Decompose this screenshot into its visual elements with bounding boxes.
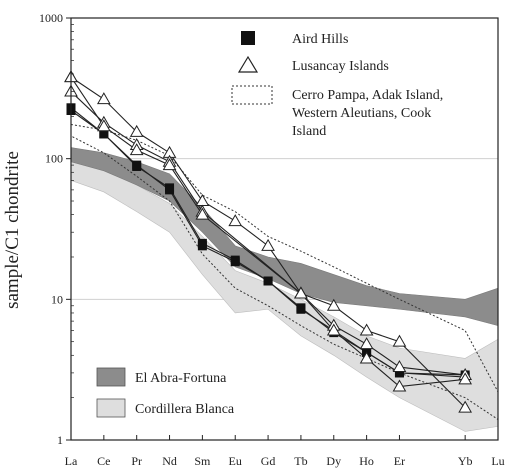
legend-cerro-pampa-label-line-2: Western Aleutians, Cook bbox=[292, 106, 431, 121]
marker-aird-hills-2-4 bbox=[165, 185, 175, 195]
x-tick-label-La: La bbox=[65, 454, 78, 468]
x-tick-label-Er: Er bbox=[394, 454, 405, 468]
x-tick-label-Ho: Ho bbox=[359, 454, 374, 468]
x-tick-label-Pr: Pr bbox=[131, 454, 142, 468]
marker-aird-hills-2-11 bbox=[394, 368, 404, 378]
marker-lusancay-3-5 bbox=[195, 194, 210, 207]
marker-lusancay-5-2 bbox=[96, 119, 111, 132]
marker-aird-hills-2-7 bbox=[263, 276, 273, 286]
marker-lusancay-5-3 bbox=[129, 143, 144, 156]
plot-area bbox=[64, 17, 499, 441]
marker-lusancay-3-7 bbox=[261, 238, 275, 251]
y-tick-label-100: 100 bbox=[45, 152, 63, 166]
marker-lusancay-3-6 bbox=[228, 214, 243, 227]
x-tick-label-Lu: Lu bbox=[491, 454, 504, 468]
legend-cerro-pampa-label-line-3: Island bbox=[292, 124, 326, 139]
series-line-3 bbox=[70, 76, 466, 408]
x-tick-label-Tb: Tb bbox=[294, 454, 307, 468]
series-line-4 bbox=[70, 91, 466, 376]
x-tick-label-Ce: Ce bbox=[97, 454, 110, 468]
legend-cerro-pampa-box bbox=[231, 85, 273, 105]
legend-swatch-dark bbox=[96, 367, 126, 387]
marker-lusancay-4-9 bbox=[392, 360, 407, 373]
marker-lusancay-3-9 bbox=[326, 298, 341, 311]
y-tick-label-1000: 1000 bbox=[39, 11, 63, 25]
legend-aird-hills-label: Aird Hills bbox=[292, 32, 348, 47]
legend-lusancay-label: Lusancay Islands bbox=[292, 59, 389, 74]
series-line-5 bbox=[70, 76, 466, 388]
legend-light-label: Cordillera Blanca bbox=[135, 402, 235, 417]
marker-aird-hills-2-2 bbox=[99, 129, 109, 139]
legend-lusancay-marker bbox=[237, 55, 259, 73]
plot-frame bbox=[70, 17, 499, 441]
marker-aird-hills-2-3 bbox=[132, 160, 142, 170]
y-axis-title: sample/C1 chondrite bbox=[2, 151, 23, 309]
legends: Aird Hills Lusancay Islands Cerro Pampa, A… bbox=[96, 31, 443, 418]
marker-lusancay-3-12 bbox=[458, 400, 473, 413]
x-tick-label-Eu: Eu bbox=[229, 454, 242, 468]
marker-lusancay-5-9 bbox=[392, 379, 407, 392]
x-tick-label-Gd: Gd bbox=[261, 454, 276, 468]
marker-lusancay-3-10 bbox=[359, 323, 374, 336]
marker-lusancay-3-3 bbox=[129, 124, 144, 137]
legend-swatch-light bbox=[96, 398, 126, 418]
series-line-2 bbox=[70, 107, 466, 376]
marker-lusancay-5-5 bbox=[195, 207, 210, 220]
legend-cerro-pampa-label-line-1: Cerro Pampa, Adak Island, bbox=[292, 88, 443, 103]
marker-aird-hills-2-6 bbox=[230, 257, 240, 267]
y-tick-label-1: 1 bbox=[57, 433, 63, 447]
marker-aird-hills-2-8 bbox=[296, 303, 306, 313]
marker-lusancay-5-7 bbox=[326, 323, 341, 336]
marker-lusancay-5-10 bbox=[458, 372, 473, 385]
legend-aird-hills-marker bbox=[241, 31, 255, 45]
x-tick-label-Sm: Sm bbox=[194, 454, 211, 468]
x-tick-label-Nd: Nd bbox=[162, 454, 177, 468]
marker-lusancay-3-2 bbox=[96, 92, 111, 105]
marker-lusancay-5-6 bbox=[294, 286, 308, 299]
y-axis-label: sample/C1 chondrite bbox=[2, 151, 23, 309]
marker-lusancay-5-4 bbox=[162, 158, 177, 171]
marker-lusancay-3-11 bbox=[392, 334, 407, 347]
x-tick-label-Dy: Dy bbox=[326, 454, 341, 468]
marker-aird-hills-2-5 bbox=[197, 241, 207, 251]
marker-lusancay-4-8 bbox=[359, 337, 374, 350]
axis-ticks: 1 10 100 1000 La Ce Pr Nd Sm Eu Gd Tb Dy Ho Er Yb Lu bbox=[39, 11, 505, 468]
legend-dark-label: El Abra-Fortuna bbox=[135, 371, 227, 386]
x-tick-label-Yb: Yb bbox=[458, 454, 473, 468]
y-tick-label-10: 10 bbox=[51, 292, 63, 306]
marker-lusancay-5-8 bbox=[359, 351, 374, 364]
